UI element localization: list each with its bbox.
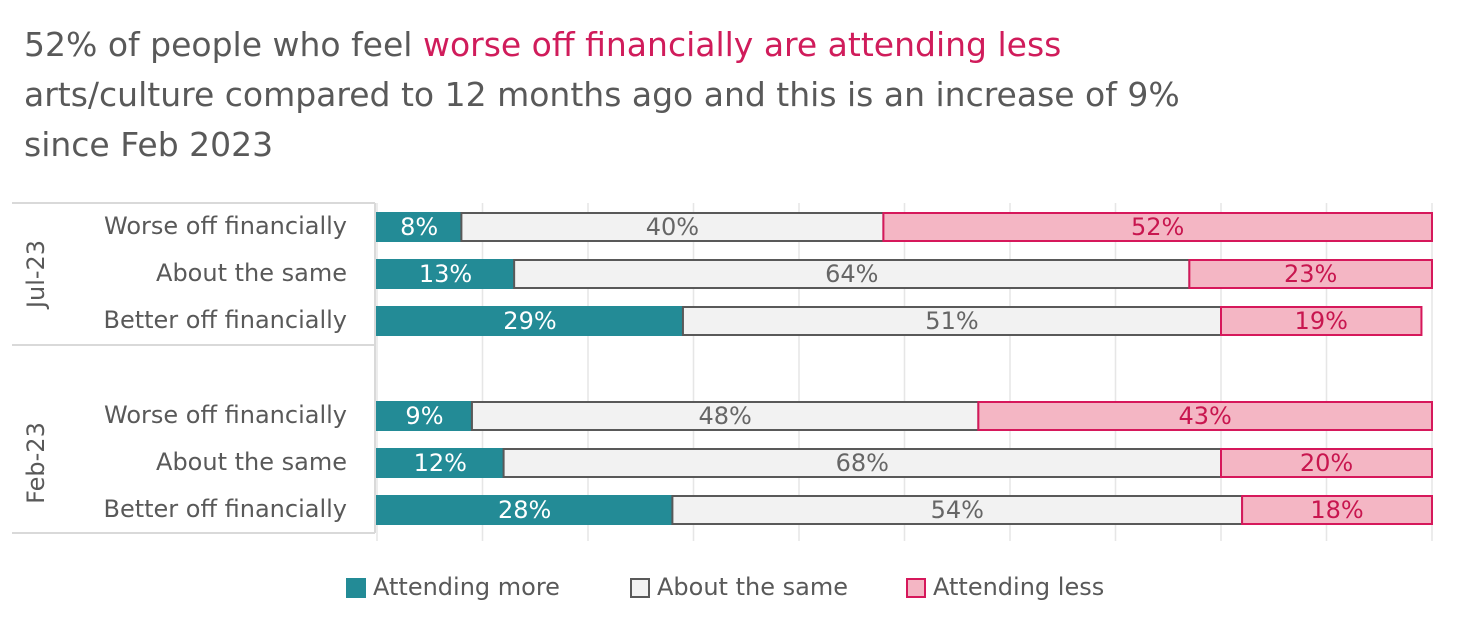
category-label: Worse off financially <box>104 401 347 429</box>
value-label: 48% <box>698 402 751 430</box>
bar-segment <box>376 259 516 289</box>
value-label: 51% <box>925 307 978 335</box>
bar-segment <box>681 306 1222 336</box>
value-label: 23% <box>1284 260 1337 288</box>
value-label: 29% <box>503 307 556 335</box>
bar-segment <box>1220 306 1423 336</box>
legend-label: Attending more <box>373 573 560 601</box>
bar-segment <box>1188 259 1433 289</box>
legend-swatch <box>630 578 650 598</box>
value-label: 28% <box>498 496 551 524</box>
value-label: 64% <box>825 260 878 288</box>
bar-segment <box>502 448 1223 478</box>
bar-segment <box>1241 495 1433 525</box>
legend-label: Attending less <box>933 573 1104 601</box>
value-label: 52% <box>1131 213 1184 241</box>
value-label: 18% <box>1310 496 1363 524</box>
bar-segment <box>376 306 684 336</box>
bar-segment <box>671 495 1244 525</box>
group-label: Jul-23 <box>22 240 50 310</box>
value-label: 9% <box>405 402 443 430</box>
value-label: 54% <box>931 496 984 524</box>
legend-label: About the same <box>657 573 848 601</box>
title-part: worse off financially are attending less <box>422 25 1062 64</box>
value-label: 68% <box>836 449 889 477</box>
category-label: Better off financially <box>103 306 347 334</box>
value-label: 8% <box>400 213 438 241</box>
bar-segment <box>376 495 674 525</box>
bar-segment <box>470 401 980 431</box>
bar-segment <box>376 212 463 242</box>
category-label: About the same <box>156 448 347 476</box>
bar-segment <box>460 212 885 242</box>
value-label: 40% <box>646 213 699 241</box>
value-label: 19% <box>1295 307 1348 335</box>
legend-swatch <box>906 578 926 598</box>
category-label: Worse off financially <box>104 212 347 240</box>
bar-segment <box>977 401 1433 431</box>
category-label: Better off financially <box>103 495 347 523</box>
value-label: 20% <box>1300 449 1353 477</box>
bar-segment <box>882 212 1433 242</box>
legend-swatch <box>346 578 366 598</box>
bar-segment <box>376 448 505 478</box>
title-part: 52% of people who feel <box>24 25 423 64</box>
bar-segment <box>513 259 1191 289</box>
value-label: 13% <box>419 260 472 288</box>
value-label: 12% <box>414 449 467 477</box>
value-label: 43% <box>1179 402 1232 430</box>
bar-segment <box>1220 448 1433 478</box>
category-label: About the same <box>156 259 347 287</box>
title-part: arts/culture compared to 12 months ago a… <box>24 75 1180 164</box>
chart-title: 52% of people who feel worse off financi… <box>24 20 1194 170</box>
group-label: Feb-23 <box>22 422 50 504</box>
